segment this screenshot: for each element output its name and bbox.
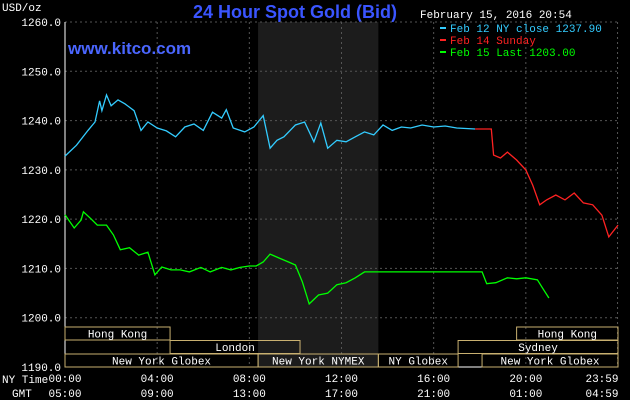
- session-box: [377, 353, 459, 368]
- session-label: Hong Kong: [88, 330, 147, 342]
- timestamp: February 15, 2016 20:54: [420, 10, 572, 22]
- session-label: London: [215, 343, 255, 355]
- x-tick-label: 12:00: [325, 374, 358, 386]
- x-tick-label: 16:00: [417, 374, 450, 386]
- y-axis-label: USD/oz: [2, 3, 42, 15]
- x-axis-label: GMT: [12, 389, 32, 400]
- x-tick-label: 08:00: [233, 374, 266, 386]
- x-tick-label-gmt: 17:00: [325, 389, 358, 400]
- x-tick-label-gmt: 01:00: [509, 389, 542, 400]
- legend-label: Feb 15 Last 1203.00: [450, 48, 575, 60]
- session-box: [481, 353, 619, 368]
- x-tick-label-gmt: 05:00: [48, 389, 81, 400]
- session-label: New York Globex: [112, 357, 211, 369]
- price-line: [64, 92, 476, 157]
- y-tick-label: 1220.0: [21, 215, 61, 227]
- session-label: New York NYMEX: [272, 357, 365, 369]
- chart-title: 24 Hour Spot Gold (Bid): [193, 2, 397, 22]
- highlight-region: [258, 22, 379, 367]
- price-line: [475, 128, 619, 239]
- y-tick-label: 1190.0: [21, 363, 61, 375]
- x-axis-label: NY Time: [2, 375, 48, 387]
- x-tick-label-gmt: 04:59: [585, 389, 618, 400]
- x-tick-label: 23:59: [585, 374, 618, 386]
- x-tick-label: 04:00: [141, 374, 174, 386]
- y-tick-label: 1200.0: [21, 314, 61, 326]
- y-tick-label: 1260.0: [21, 18, 61, 30]
- session-label: Sydney: [518, 343, 558, 355]
- session-box: [64, 326, 171, 341]
- x-tick-label: 00:00: [48, 374, 81, 386]
- price-line: [64, 210, 550, 306]
- session-label: Hong Kong: [538, 330, 597, 342]
- y-tick-label: 1250.0: [21, 67, 61, 79]
- session-label: New York Globex: [501, 357, 600, 369]
- legend-label: Feb 12 NY close 1237.90: [450, 24, 602, 36]
- x-tick-label-gmt: 13:00: [233, 389, 266, 400]
- x-tick-label-gmt: 09:00: [141, 389, 174, 400]
- session-label: NY Globex: [389, 357, 449, 369]
- legend-label: Feb 14 Sunday: [450, 36, 536, 48]
- y-tick-label: 1240.0: [21, 117, 61, 129]
- y-tick-label: 1210.0: [21, 264, 61, 276]
- x-tick-label: 20:00: [509, 374, 542, 386]
- y-tick-label: 1230.0: [21, 166, 61, 178]
- watermark: www.kitco.com: [67, 39, 191, 58]
- x-tick-label-gmt: 21:00: [417, 389, 450, 400]
